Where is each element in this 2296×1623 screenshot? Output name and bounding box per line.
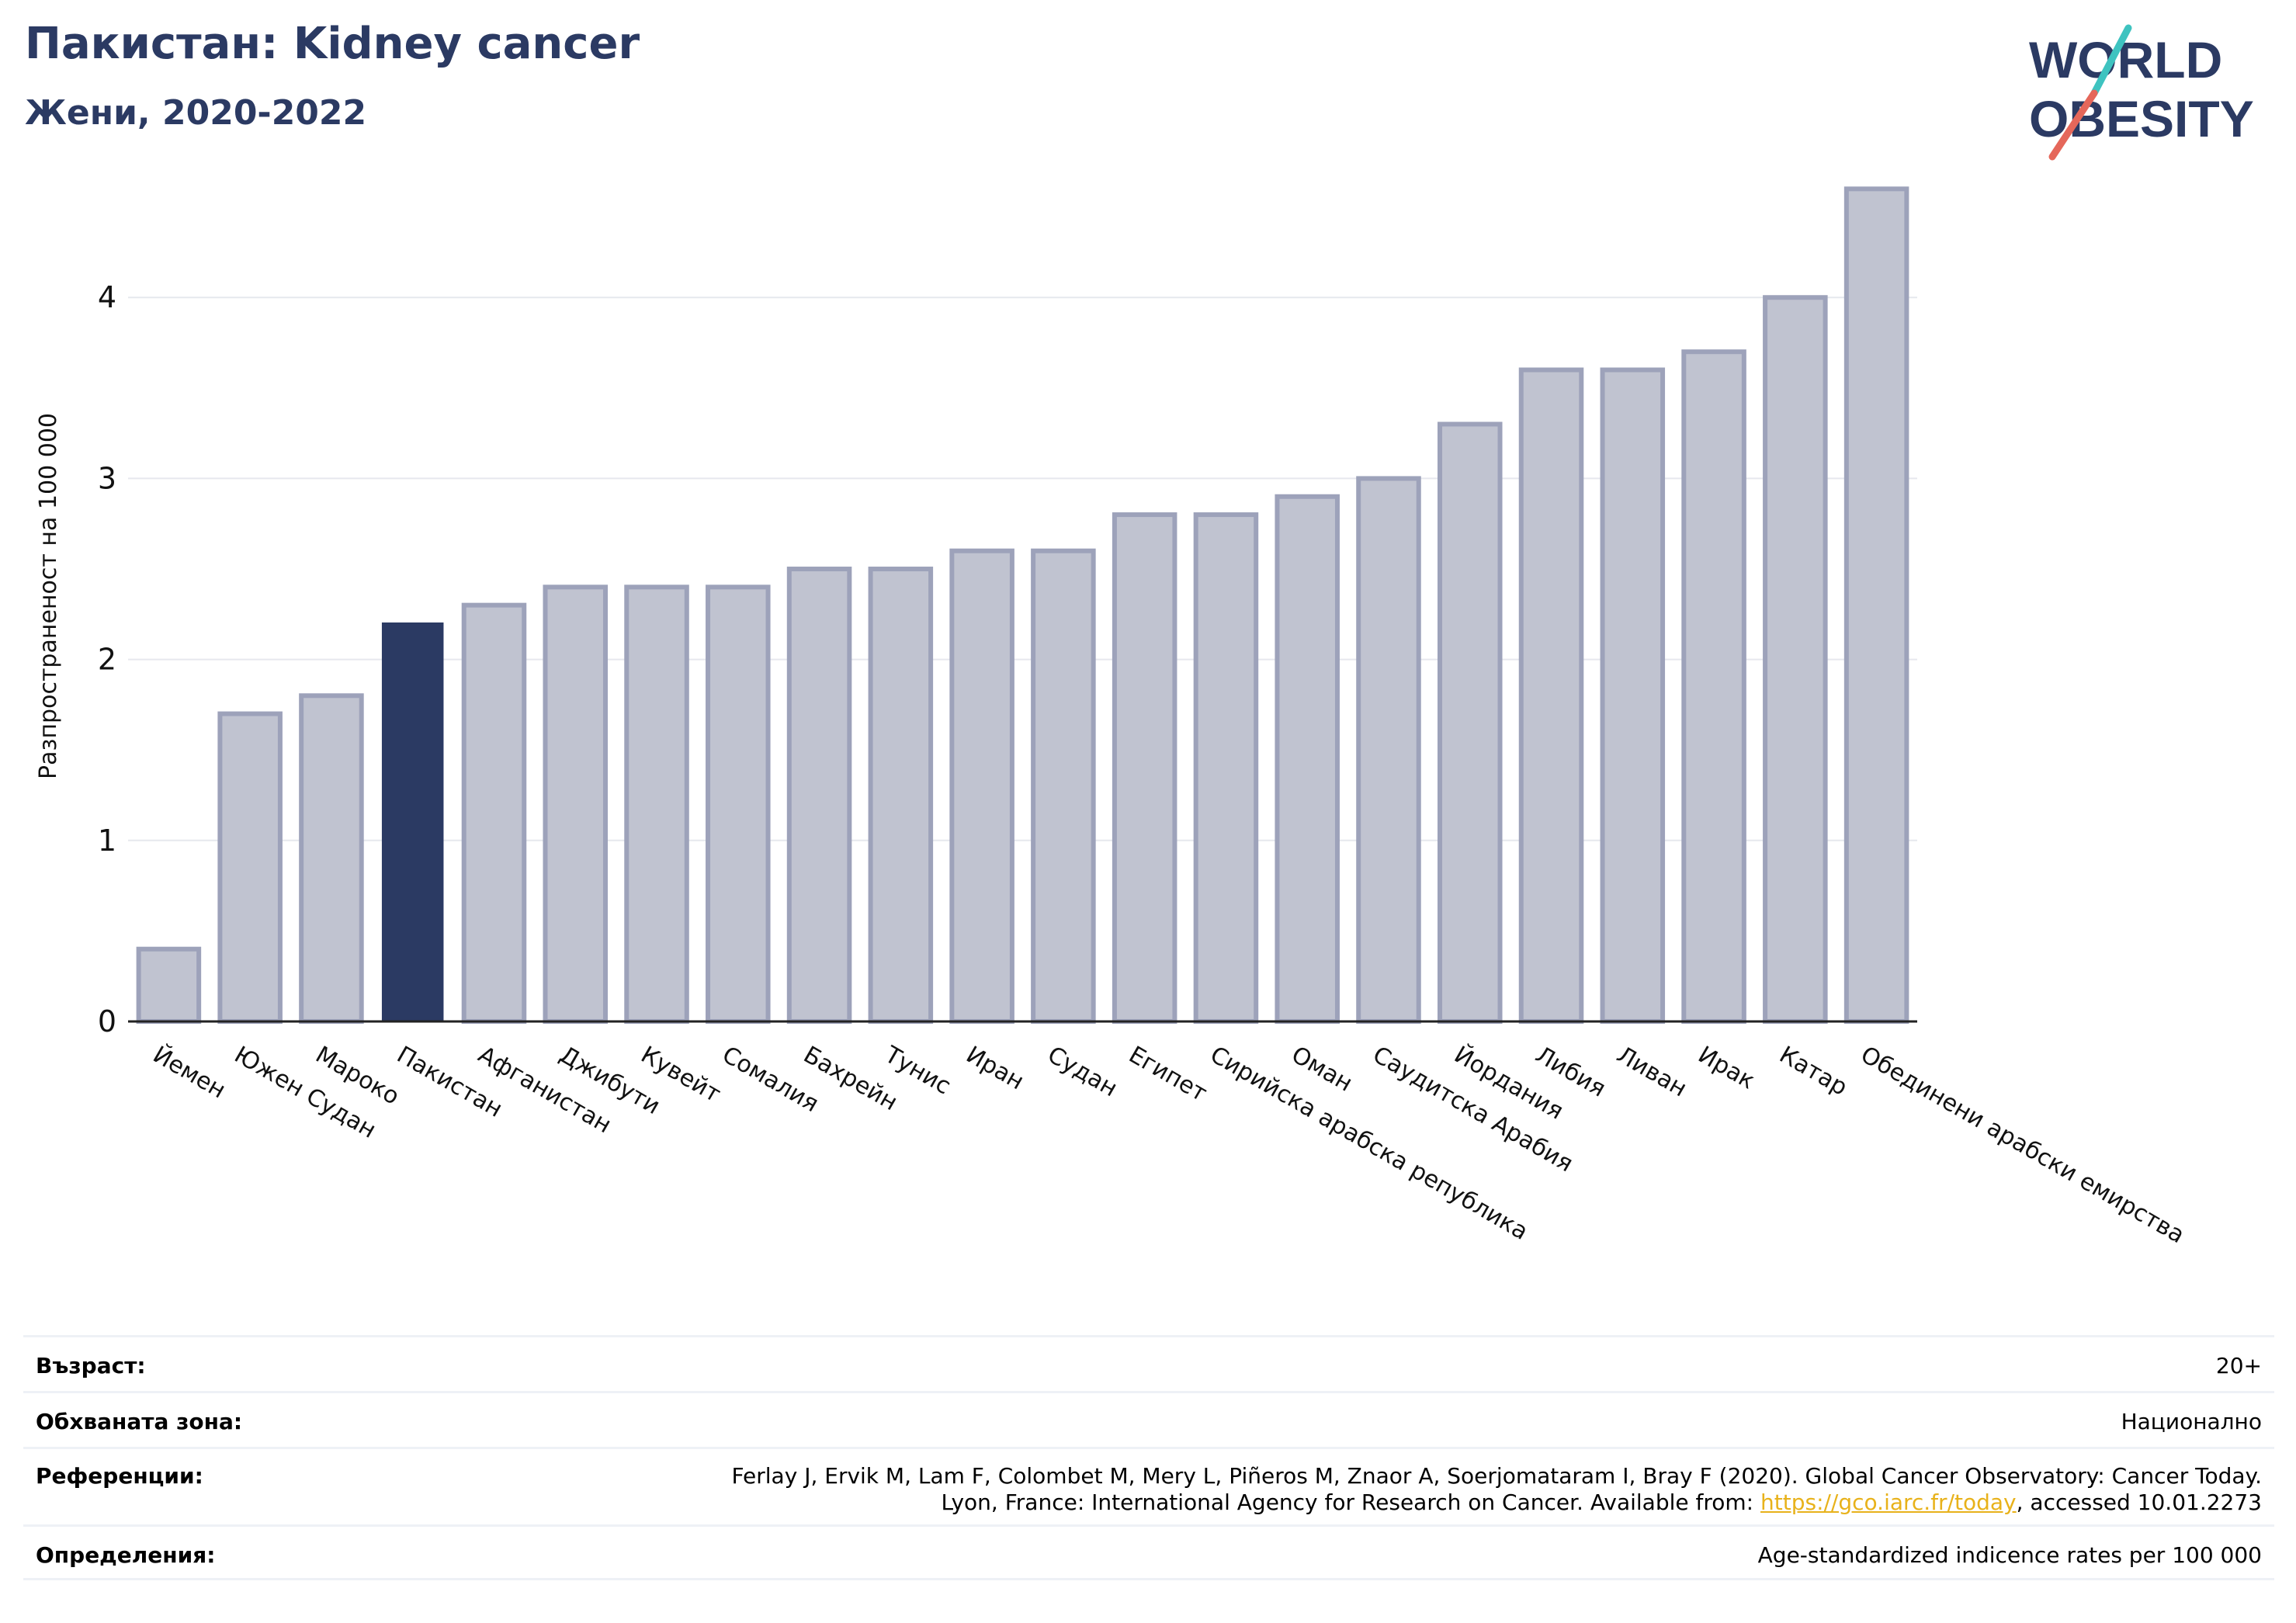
bar (1763, 295, 1828, 1024)
bar (1843, 186, 1909, 1025)
x-tick-label: Иран (962, 1041, 1028, 1095)
info-table: Възраст: 20+ Обхваната зона: Национално … (23, 1335, 2274, 1580)
y-tick-label: 3 (98, 461, 116, 495)
info-row-references: Референции: Ferlay J, Ervik M, Lam F, Co… (23, 1447, 2274, 1524)
logo-slash-coral (2048, 89, 2098, 161)
y-tick-label: 2 (98, 643, 116, 677)
references-value: Ferlay J, Ervik M, Lam F, Colombet M, Me… (731, 1463, 2262, 1516)
x-tick-label: Обединени арабски емирства (1856, 1041, 2189, 1249)
reference-line-2-pre: Lyon, France: International Agency for R… (941, 1489, 1760, 1515)
world-obesity-logo: WORLD OBESITY (2029, 24, 2254, 161)
reference-line-2-post: , accessed 10.01.2273 (2016, 1489, 2262, 1515)
bar (868, 567, 934, 1024)
bar (1437, 421, 1503, 1024)
bar (1112, 512, 1177, 1024)
bar (1031, 548, 1096, 1024)
logo-slash-teal (2090, 24, 2132, 97)
coverage-value: Национално (2121, 1409, 2262, 1434)
x-tick-label: Йемен (148, 1040, 231, 1104)
y-tick-label: 1 (98, 824, 116, 858)
reference-line-1: Ferlay J, Ervik M, Lam F, Colombet M, Me… (731, 1463, 2262, 1489)
x-tick-label: Ирак (1694, 1041, 1760, 1094)
logo-line1: WORLD (2029, 31, 2222, 88)
bar (949, 548, 1014, 1024)
chart-title: Пакистан: Kidney cancer (25, 19, 640, 69)
info-row-coverage: Обхваната зона: Национално (23, 1391, 2274, 1447)
bar (706, 584, 771, 1024)
age-value: 20+ (2215, 1353, 2262, 1379)
x-tick-label: Судан (1042, 1041, 1122, 1102)
bars (136, 186, 1909, 1025)
bar (1356, 476, 1421, 1024)
coverage-label: Обхваната зона: (36, 1409, 243, 1434)
bar (624, 584, 689, 1024)
bar (1193, 512, 1259, 1024)
bar (1275, 494, 1340, 1024)
x-tick-label: Катар (1774, 1041, 1851, 1101)
bar-highlight (381, 622, 444, 1022)
bar (461, 602, 527, 1024)
reference-link[interactable]: https://gco.iarc.fr/today (1760, 1489, 2017, 1515)
y-tick-label: 4 (98, 280, 116, 314)
definitions-value: Age-standardized indicence rates per 100… (1757, 1542, 2262, 1568)
info-row-definitions: Определения: Age-standardized indicence … (23, 1524, 2274, 1580)
y-tick-label: 0 (98, 1004, 116, 1039)
y-axis-label: Разпространеност на 100 000 (35, 413, 62, 779)
bar (786, 567, 852, 1024)
definitions-label: Определения: (36, 1542, 216, 1568)
age-label: Възраст: (36, 1353, 146, 1379)
x-tick-label: Египет (1124, 1041, 1212, 1107)
bar (1518, 367, 1584, 1025)
references-label: Референции: (36, 1463, 203, 1489)
bar (1600, 367, 1666, 1025)
bar (136, 946, 202, 1024)
bar (543, 584, 609, 1024)
bar (217, 711, 283, 1024)
bar (299, 693, 364, 1024)
x-tick-label: Ливан (1612, 1041, 1691, 1102)
info-row-age: Възраст: 20+ (23, 1335, 2274, 1391)
x-tick-label: Южен Судан (230, 1041, 381, 1144)
chart-subtitle: Жени, 2020-2022 (25, 93, 367, 133)
bar (1681, 349, 1746, 1025)
